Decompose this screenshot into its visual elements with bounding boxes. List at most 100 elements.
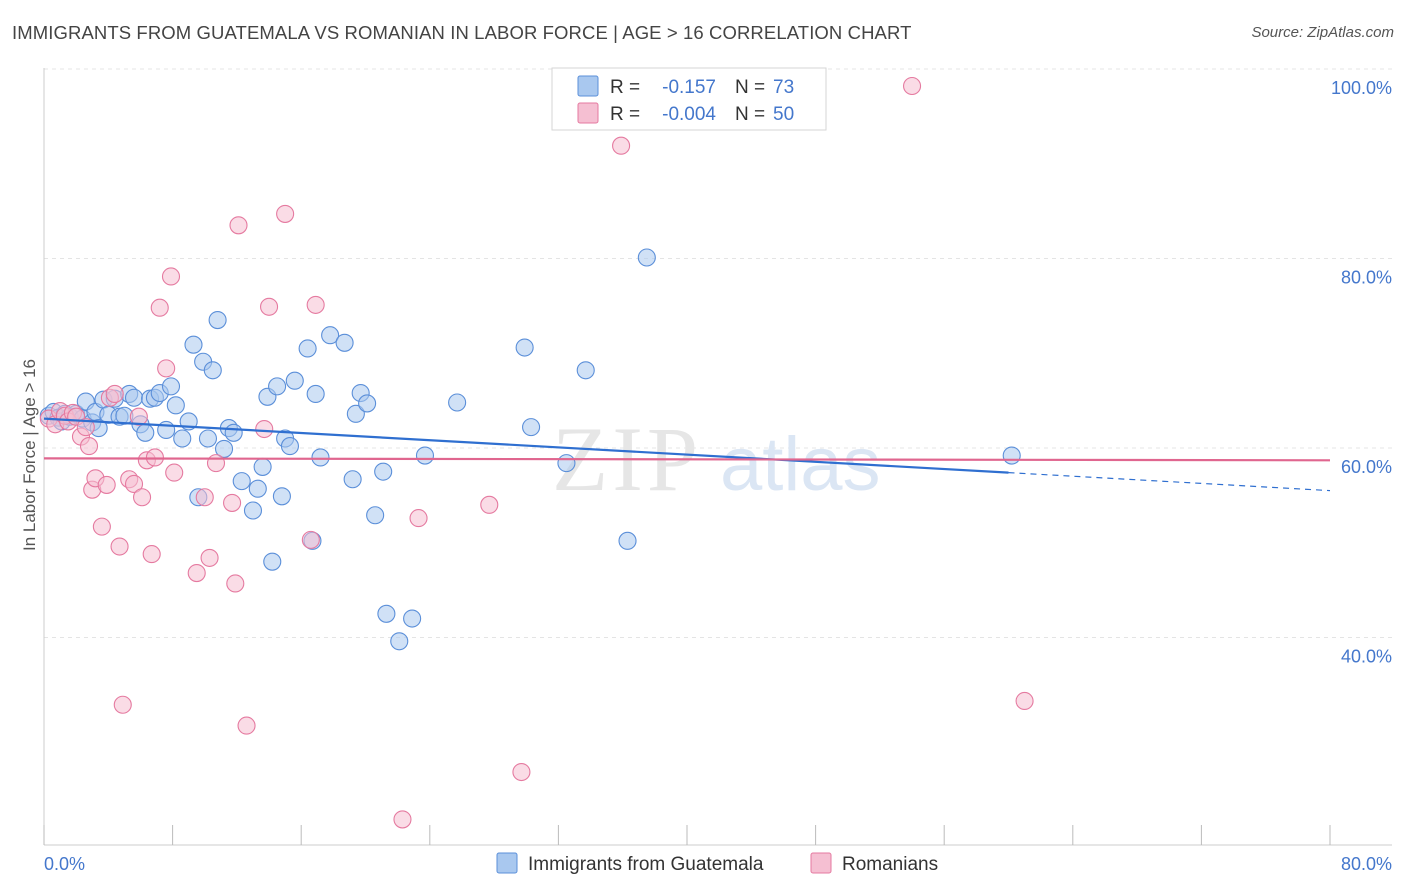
data-point [110,537,129,556]
data-point [237,716,256,735]
trend-line-guatemala [43,417,1009,474]
data-point [311,448,330,467]
legend-r-value-romanian: -0.004 [662,104,716,125]
axes [43,68,1392,846]
legend-r-label-guatemala: R = [610,77,640,98]
legend-swatch-romanian [577,102,599,124]
data-point [557,454,576,473]
data-point [321,326,340,345]
data-point [298,339,317,358]
data-point [253,457,272,476]
data-point [129,407,148,426]
data-point [374,462,393,481]
data-point [161,267,181,286]
x-tick-labels: 0.0% 80.0% [44,854,1392,874]
data-point [280,437,299,456]
data-point [480,495,499,514]
data-point [618,531,637,550]
legend-bottom-swatch-romanian [810,852,832,874]
data-point [203,361,222,380]
data-point [346,404,365,423]
data-point [1015,691,1034,711]
y-axis-label: In Labor Force | Age > 16 [20,359,39,552]
legend-bottom-swatch-guatemala [496,852,518,874]
data-point [512,762,531,782]
data-point [105,384,124,404]
data-point [206,454,226,473]
y-tick-labels: 40.0% 60.0% 80.0% 100.0% [1331,78,1392,667]
y-tick-label: 100.0% [1331,78,1392,98]
data-point [306,295,325,314]
data-point [335,333,354,352]
data-point [377,604,396,623]
data-point [187,563,206,583]
legend-n-label-romanian: N = [735,104,765,125]
y-tick-label: 60.0% [1341,457,1392,477]
data-point [358,394,377,413]
data-point [229,216,248,235]
data-point [145,448,164,467]
data-point [255,419,274,439]
data-point [515,338,534,357]
data-point [113,695,132,714]
data-point [268,377,287,396]
data-point [200,548,219,567]
x-tick-label-min: 0.0% [44,854,85,874]
data-point [165,463,184,482]
legend-bottom-label-guatemala: Immigrants from Guatemala [528,854,764,875]
legend-n-label-guatemala: N = [735,77,765,98]
data-point [226,574,245,593]
data-point [92,517,111,536]
data-point [612,136,631,155]
legend-series: Immigrants from Guatemala Romanians [496,852,938,875]
legend-stats: R = -0.157 N = 73 R = -0.004 N = 50 [551,67,827,131]
data-point [637,248,656,267]
data-point [243,501,263,520]
data-point [136,423,155,442]
legend-n-value-romanian: 50 [773,104,794,125]
data-point [166,396,185,415]
y-tick-label: 40.0% [1341,646,1392,666]
data-point [157,359,176,378]
data-point [306,384,325,404]
data-point [902,76,922,96]
trend-line-guatemala-extension [1008,472,1331,492]
data-point [79,437,99,456]
data-point [343,470,362,489]
data-point [366,506,385,525]
data-point [415,446,435,465]
y-tick-label: 80.0% [1341,267,1392,287]
data-point [403,609,422,628]
data-point [390,632,409,651]
data-point [198,429,218,448]
data-point [393,810,412,829]
data-point [124,474,144,494]
data-point [150,298,169,317]
data-point [224,423,243,442]
data-point [248,479,267,498]
data-point [133,488,152,507]
chart-title: IMMIGRANTS FROM GUATEMALA VS ROMANIAN IN… [12,22,912,43]
data-point [263,552,282,571]
source-credit: Source: ZipAtlas.com [1251,24,1394,41]
legend-bottom-label-romanian: Romanians [842,854,938,875]
data-point [301,530,320,549]
data-point [76,418,95,437]
data-point [409,509,428,528]
data-point [276,204,295,223]
legend-n-value-guatemala: 73 [773,77,794,98]
data-point [142,545,161,564]
data-point [161,377,181,396]
legend-swatch-guatemala [577,75,599,97]
legend-r-label-romanian: R = [610,104,640,125]
data-point [259,297,279,316]
data-point [97,475,116,494]
data-point [576,361,595,380]
data-point [184,335,203,354]
data-point [208,311,227,330]
data-point [1002,446,1021,465]
legend-r-value-guatemala: -0.157 [662,77,716,98]
trend-line-romanian [43,457,1331,462]
data-point [522,418,541,437]
x-ticks [43,825,1331,845]
